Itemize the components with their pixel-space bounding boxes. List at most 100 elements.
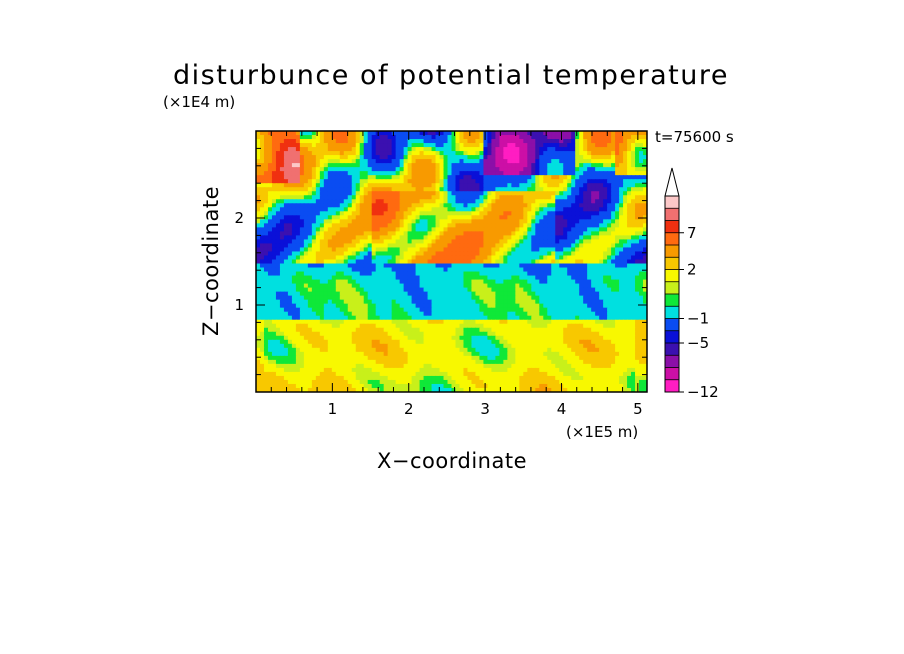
heatmap-cell: [459, 223, 465, 228]
heatmap-cell: [523, 183, 528, 188]
heatmap-cell: [256, 167, 261, 172]
heatmap-cell: [439, 251, 445, 257]
heatmap-cell: [587, 135, 592, 140]
heatmap-cell: [399, 327, 405, 333]
heatmap-cell: [535, 243, 540, 249]
heatmap-cell: [519, 159, 524, 164]
heatmap-cell: [551, 167, 556, 172]
heatmap-cell: [447, 299, 453, 305]
heatmap-cell: [527, 219, 532, 224]
heatmap-cell: [627, 175, 632, 180]
heatmap-cell: [359, 243, 365, 249]
heatmap-cell: [279, 323, 285, 329]
heatmap-cell: [515, 175, 520, 180]
heatmap-cell: [495, 131, 500, 136]
heatmap-cell: [415, 251, 421, 257]
heatmap-cell: [599, 159, 604, 164]
heatmap-cell: [567, 287, 572, 293]
heatmap-cell: [603, 155, 608, 160]
heatmap-cell: [559, 143, 564, 148]
heatmap-cell: [383, 199, 389, 204]
heatmap-cell: [623, 295, 628, 301]
heatmap-cell: [387, 175, 393, 180]
heatmap-cell: [443, 179, 449, 184]
heatmap-cell: [359, 235, 365, 241]
heatmap-cell: [623, 167, 628, 172]
heatmap-cell: [335, 191, 341, 196]
heatmap-cell: [256, 135, 261, 140]
heatmap-cell: [363, 187, 369, 192]
heatmap-cell: [359, 279, 365, 285]
heatmap-cell: [583, 267, 588, 273]
heatmap-cell: [599, 175, 604, 180]
heatmap-cell: [327, 155, 333, 160]
heatmap-cell: [499, 131, 504, 136]
heatmap-cell: [607, 175, 612, 180]
heatmap-cell: [623, 135, 628, 140]
heatmap-cell: [587, 263, 592, 269]
heatmap-cell: [443, 211, 449, 216]
heatmap-cell: [499, 247, 504, 253]
heatmap-cell: [303, 235, 309, 241]
heatmap-cell: [591, 307, 596, 313]
heatmap-cell: [403, 167, 409, 172]
heatmap-cell: [543, 299, 548, 305]
heatmap-cell: [623, 283, 628, 289]
heatmap-cell: [491, 279, 496, 285]
heatmap-cell: [303, 191, 309, 196]
heatmap-cell: [283, 283, 289, 289]
heatmap-cell: [503, 291, 508, 297]
heatmap-cell: [331, 219, 337, 224]
heatmap-cell: [419, 315, 425, 321]
heatmap-cell: [643, 195, 647, 200]
heatmap-cell: [439, 195, 445, 200]
heatmap-cell: [587, 211, 592, 216]
heatmap-cell: [331, 227, 337, 232]
heatmap-cell: [267, 295, 273, 301]
heatmap-cell: [547, 187, 552, 192]
heatmap-cell: [591, 331, 596, 337]
heatmap-cell: [327, 175, 333, 180]
heatmap-cell: [419, 255, 425, 261]
heatmap-cell: [455, 327, 461, 333]
heatmap-cell: [343, 263, 349, 269]
heatmap-cell: [543, 327, 548, 333]
heatmap-cell: [403, 255, 409, 261]
heatmap-cell: [611, 207, 616, 212]
heatmap-cell: [607, 311, 612, 317]
heatmap-cell: [319, 203, 325, 208]
heatmap-cell: [631, 219, 636, 224]
heatmap-cell: [395, 247, 401, 253]
heatmap-cell: [395, 199, 401, 204]
heatmap-cell: [335, 195, 341, 200]
heatmap-cell: [551, 219, 556, 224]
heatmap-cell: [619, 167, 624, 172]
heatmap-cell: [479, 167, 485, 172]
heatmap-cell: [471, 251, 477, 257]
heatmap-cell: [611, 331, 616, 337]
heatmap-cell: [279, 307, 285, 313]
heatmap-cell: [455, 311, 461, 317]
heatmap-cell: [627, 199, 632, 204]
heatmap-cell: [335, 131, 341, 136]
heatmap-cell: [575, 287, 580, 293]
heatmap-cell: [327, 315, 333, 321]
heatmap-cell: [615, 271, 620, 277]
heatmap-cell: [263, 243, 269, 249]
heatmap-cell: [523, 327, 528, 333]
heatmap-cell: [287, 279, 293, 285]
heatmap-cell: [347, 207, 353, 212]
heatmap-cell: [403, 143, 409, 148]
heatmap-cell: [627, 171, 632, 176]
heatmap-cell: [311, 311, 317, 317]
heatmap-cell: [475, 139, 481, 144]
heatmap-cell: [571, 187, 576, 192]
heatmap-cell: [383, 331, 389, 337]
heatmap-cell: [619, 219, 624, 224]
heatmap-cell: [375, 203, 381, 208]
heatmap-cell: [527, 151, 532, 156]
heatmap-cell: [563, 171, 568, 176]
heatmap-cell: [455, 223, 461, 228]
heatmap-cell: [395, 251, 401, 257]
heatmap-cell: [447, 187, 453, 192]
